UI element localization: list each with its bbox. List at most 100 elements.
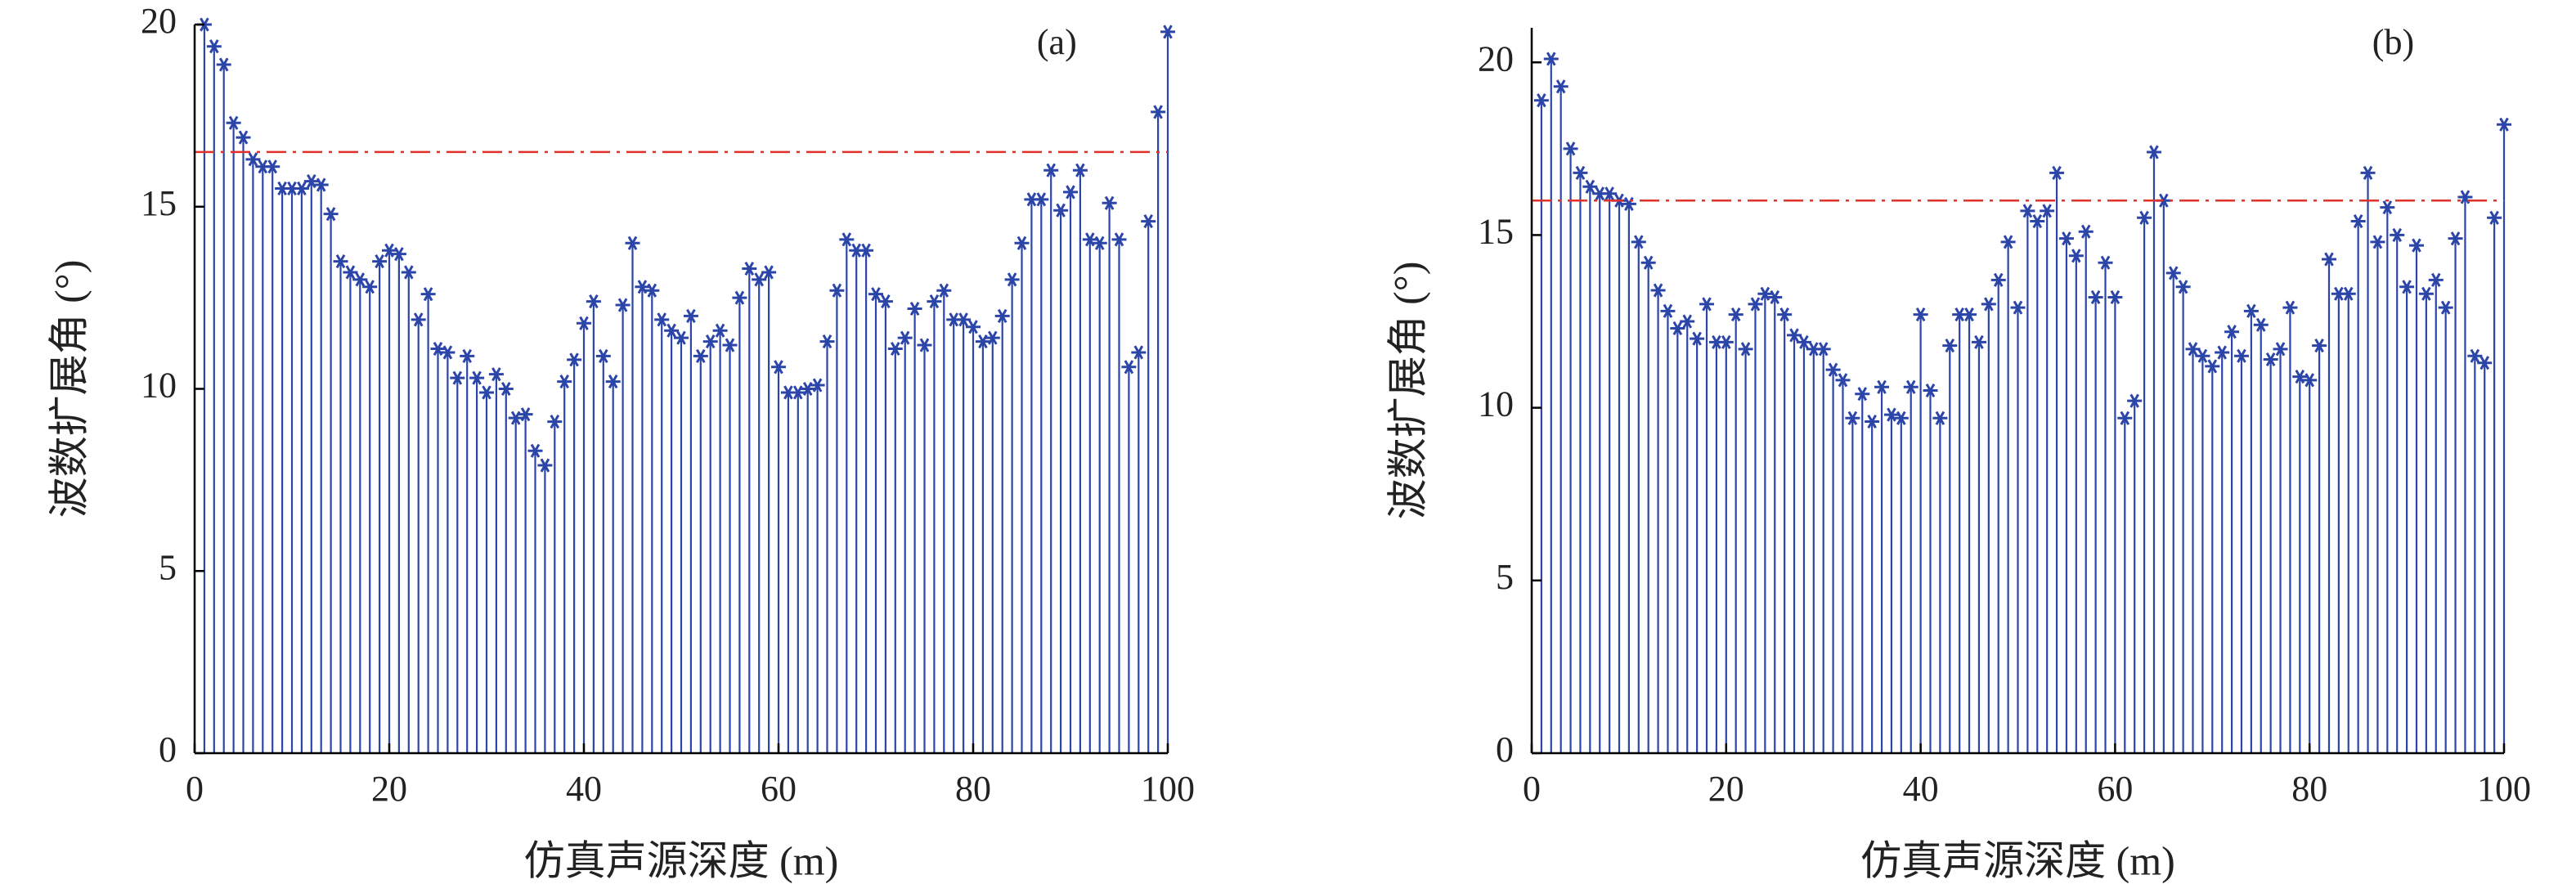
marker-stroke	[705, 334, 716, 349]
stem	[1612, 193, 1627, 753]
marker-stroke	[734, 290, 745, 305]
marker-stroke	[2100, 255, 2111, 270]
stem	[2467, 348, 2483, 753]
marker-stroke	[2071, 249, 2081, 263]
stem	[2253, 317, 2269, 753]
stem	[2321, 252, 2336, 753]
stem	[1650, 283, 1666, 753]
stem	[1903, 379, 1919, 753]
marker-stroke	[307, 174, 316, 189]
marker-stroke	[949, 312, 958, 327]
marker-stroke	[209, 39, 219, 54]
stem	[742, 261, 757, 753]
marker-stroke	[929, 294, 940, 309]
stem	[1141, 214, 1156, 753]
stem	[1883, 407, 1899, 753]
stem	[391, 247, 406, 753]
stem	[411, 312, 426, 753]
stem	[362, 280, 378, 753]
marker-stroke	[248, 152, 258, 167]
stem	[1631, 235, 1646, 753]
stem	[2457, 190, 2473, 753]
stem	[2408, 238, 2424, 753]
stem	[674, 330, 689, 753]
marker-stroke	[287, 181, 297, 196]
stem	[382, 243, 397, 753]
stem	[956, 312, 972, 753]
marker-stroke	[2382, 200, 2393, 215]
stem	[605, 375, 621, 753]
stem	[2370, 235, 2385, 753]
marker-stroke	[2421, 286, 2431, 301]
stem	[479, 385, 494, 753]
marker-stroke	[1838, 373, 1848, 388]
marker-stroke	[2217, 345, 2227, 360]
x-tick-label: 100	[2477, 769, 2531, 809]
marker-stroke	[608, 375, 618, 389]
marker-stroke	[1721, 334, 1731, 349]
marker-stroke	[939, 283, 949, 298]
marker-stroke	[2090, 289, 2101, 305]
stem	[236, 130, 251, 753]
y-tick-label: 10	[141, 366, 177, 406]
stem	[966, 320, 981, 753]
stem	[2058, 231, 2074, 753]
x-tick-label: 20	[371, 769, 407, 809]
marker-stroke	[1935, 411, 1945, 425]
marker-stroke	[1993, 272, 2004, 287]
stem	[1024, 192, 1039, 753]
y-tick-label: 15	[1478, 212, 1514, 252]
stem	[1874, 379, 1890, 753]
marker-stroke	[384, 243, 394, 258]
marker-stroke	[1828, 362, 1838, 377]
stem	[2312, 339, 2327, 753]
x-tick-label: 0	[186, 769, 204, 809]
stem	[1787, 328, 1802, 753]
y-axis-label: 波数扩展角 (°)	[1384, 262, 1430, 520]
marker-stroke	[657, 312, 666, 327]
stem	[2292, 370, 2308, 753]
stem	[1111, 232, 1127, 753]
marker-stroke	[1016, 236, 1027, 250]
marker-stroke	[1867, 414, 1877, 429]
stem	[761, 265, 777, 753]
stem	[819, 334, 835, 753]
marker-stroke	[2255, 317, 2266, 332]
stem	[722, 338, 738, 753]
stem	[2390, 227, 2405, 753]
marker-stroke	[841, 232, 852, 247]
stem	[1602, 186, 1618, 753]
stem	[712, 323, 728, 753]
stem	[2156, 193, 2171, 753]
marker-stroke	[2489, 210, 2499, 225]
stem	[245, 152, 261, 753]
plot: 0 5 10 15 20 0 20 40 60 80 100 (a) 仿真声源深度 (m) 波数扩展角 (…	[46, 1, 1195, 883]
stem	[2088, 289, 2103, 753]
marker-stroke	[696, 348, 706, 363]
stem	[2302, 373, 2318, 753]
panel-label: (b)	[2372, 22, 2414, 62]
marker-stroke	[1604, 186, 1614, 201]
marker-stroke	[2129, 393, 2139, 408]
marker-stroke	[2178, 280, 2188, 294]
stem	[1063, 185, 1078, 753]
marker-stroke	[754, 272, 764, 287]
x-tick-label: 60	[2097, 769, 2133, 809]
marker-stroke	[2402, 280, 2412, 294]
marker-stroke	[2295, 370, 2305, 384]
stem	[917, 338, 932, 753]
marker-stroke	[325, 207, 336, 222]
marker-stroke	[2022, 204, 2033, 218]
marker-stroke	[2430, 272, 2441, 287]
x-tick-label: 100	[1141, 769, 1195, 809]
marker-stroke	[2363, 165, 2373, 180]
stem	[2438, 300, 2453, 753]
marker-stroke	[394, 247, 404, 262]
stem	[518, 407, 533, 753]
stem	[2040, 204, 2055, 753]
stem	[460, 348, 475, 753]
marker-stroke	[2139, 210, 2149, 225]
stem	[2340, 286, 2356, 753]
marker-stroke	[1809, 342, 1819, 357]
stem	[206, 39, 222, 753]
